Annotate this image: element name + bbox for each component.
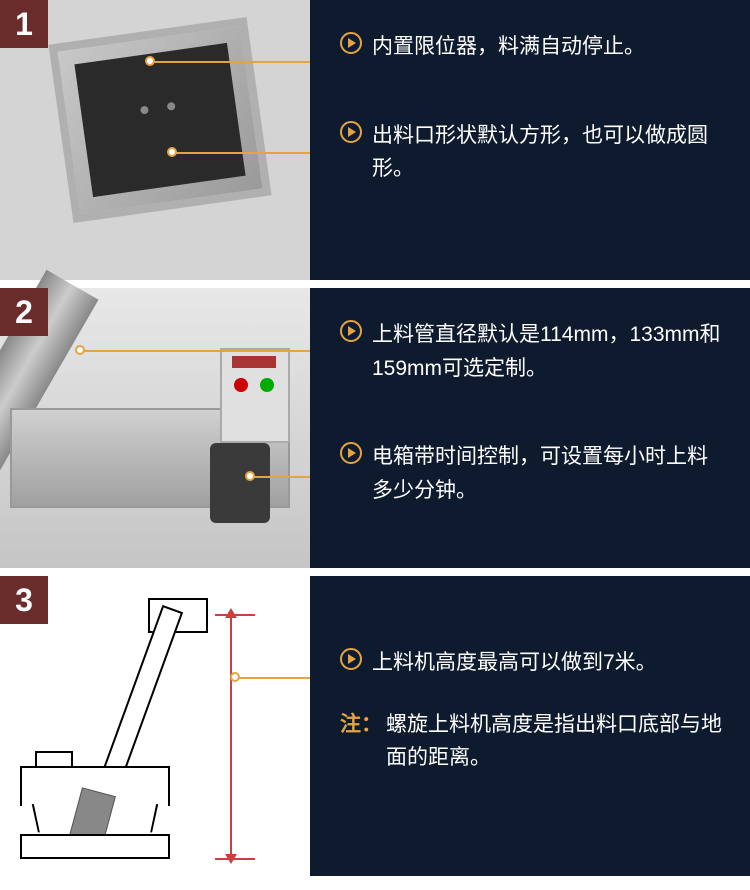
height-diagram (20, 596, 290, 856)
feature-section-2: 2 上料管直径默认是114mm，133mm和159mm可选定制。 电箱带时间控制… (0, 288, 750, 568)
section-number-badge: 1 (0, 0, 48, 48)
product-diagram-3: 3 (0, 576, 310, 876)
feature-item: 内置限位器，料满自动停止。 (340, 30, 725, 64)
pointer-dot (245, 471, 255, 481)
feature-text: 上料机高度最高可以做到7米。 (372, 646, 657, 680)
pointer-line (235, 677, 310, 679)
arrow-bullet-icon (340, 320, 362, 342)
section-number-badge: 3 (0, 576, 48, 624)
arrow-bullet-icon (340, 442, 362, 464)
motor-illustration (210, 443, 270, 523)
feature-item: 上料管直径默认是114mm，133mm和159mm可选定制。 (340, 318, 725, 385)
pointer-dot (230, 672, 240, 682)
arrow-bullet-icon (340, 32, 362, 54)
note-item: 注： 螺旋上料机高度是指出料口底部与地面的距离。 (340, 708, 725, 775)
pointer-dot (167, 147, 177, 157)
feature-item: 电箱带时间控制，可设置每小时上料多少分钟。 (340, 440, 725, 507)
feature-item: 出料口形状默认方形，也可以做成圆形。 (340, 119, 725, 186)
note-text: 螺旋上料机高度是指出料口底部与地面的距离。 (386, 708, 725, 775)
arrow-bullet-icon (340, 121, 362, 143)
feature-text: 内置限位器，料满自动停止。 (372, 30, 645, 64)
pointer-dot (145, 56, 155, 66)
height-indicator-line (230, 614, 232, 859)
feature-text: 上料管直径默认是114mm，133mm和159mm可选定制。 (372, 318, 725, 385)
hopper-illustration (48, 17, 271, 223)
control-box-illustration (220, 348, 290, 443)
feature-text-panel-1: 内置限位器，料满自动停止。 出料口形状默认方形，也可以做成圆形。 (310, 0, 750, 280)
feature-item: 上料机高度最高可以做到7米。 (340, 646, 725, 680)
feature-text-panel-2: 上料管直径默认是114mm，133mm和159mm可选定制。 电箱带时间控制，可… (310, 288, 750, 568)
feature-section-3: 3 上料机高度最高可以做到7米。 注： 螺旋上料机高度是指出料口底部与地面的距离… (0, 576, 750, 876)
feature-section-1: 1 内置限位器，料满自动停止。 出料口形状默认方形，也可以做成圆形。 (0, 0, 750, 280)
section-number-badge: 2 (0, 288, 48, 336)
arrow-bullet-icon (340, 648, 362, 670)
pointer-line (150, 61, 310, 63)
pointer-line (172, 152, 310, 154)
pointer-line (250, 476, 310, 478)
feature-text-panel-3: 上料机高度最高可以做到7米。 注： 螺旋上料机高度是指出料口底部与地面的距离。 (310, 576, 750, 876)
note-label: 注： (340, 708, 382, 738)
product-image-2: 2 (0, 288, 310, 568)
pointer-line (80, 350, 310, 352)
pointer-dot (75, 345, 85, 355)
feature-text: 电箱带时间控制，可设置每小时上料多少分钟。 (372, 440, 725, 507)
product-image-1: 1 (0, 0, 310, 280)
feature-text: 出料口形状默认方形，也可以做成圆形。 (372, 119, 725, 186)
